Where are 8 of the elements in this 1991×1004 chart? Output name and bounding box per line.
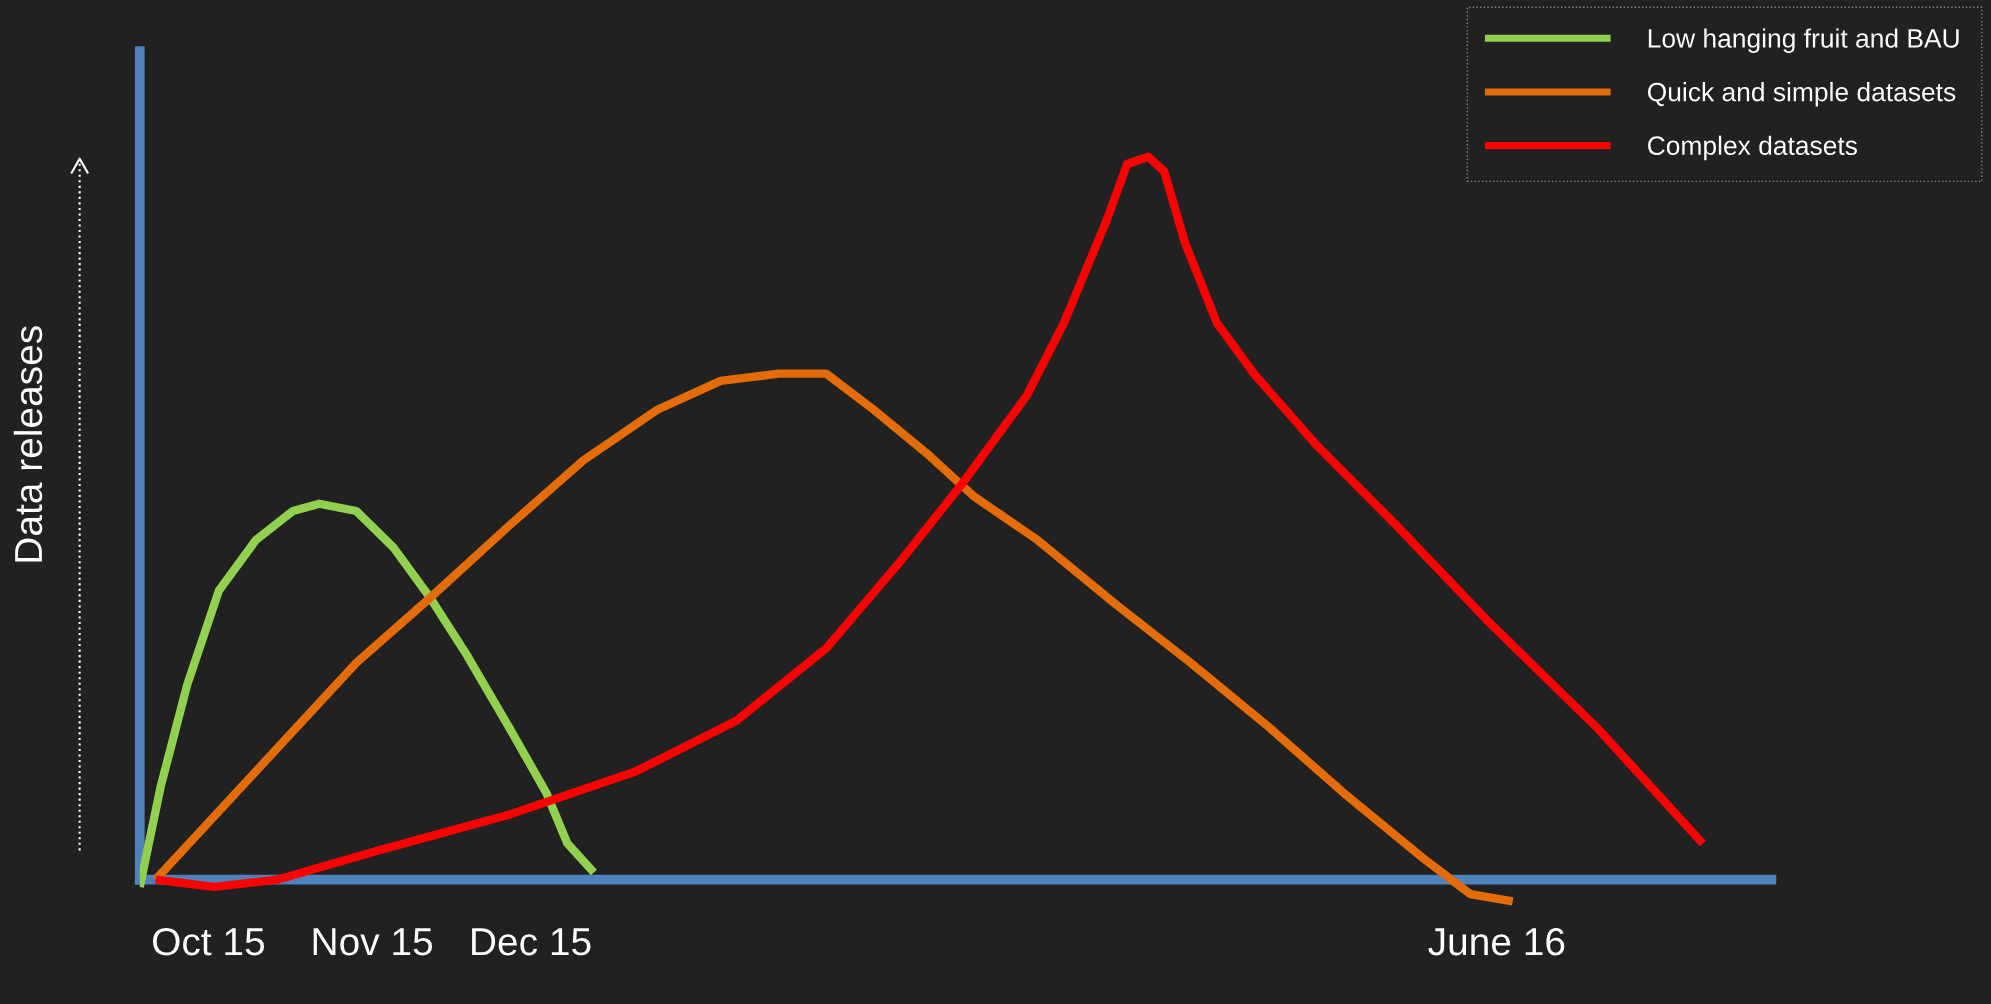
legend-label: Quick and simple datasets: [1647, 82, 1956, 107]
y-axis-title: Data releases: [13, 326, 43, 562]
legend-label: Complex datasets: [1648, 135, 1857, 161]
x-tick-label: June 16: [1428, 927, 1565, 956]
x-tick-label: Oct 15: [152, 927, 265, 956]
x-tick-label: Nov 15: [313, 928, 433, 956]
x-tick-label: Dec 15: [472, 928, 591, 956]
legend-label: Low hanging fruit and BAU: [1648, 28, 1959, 53]
